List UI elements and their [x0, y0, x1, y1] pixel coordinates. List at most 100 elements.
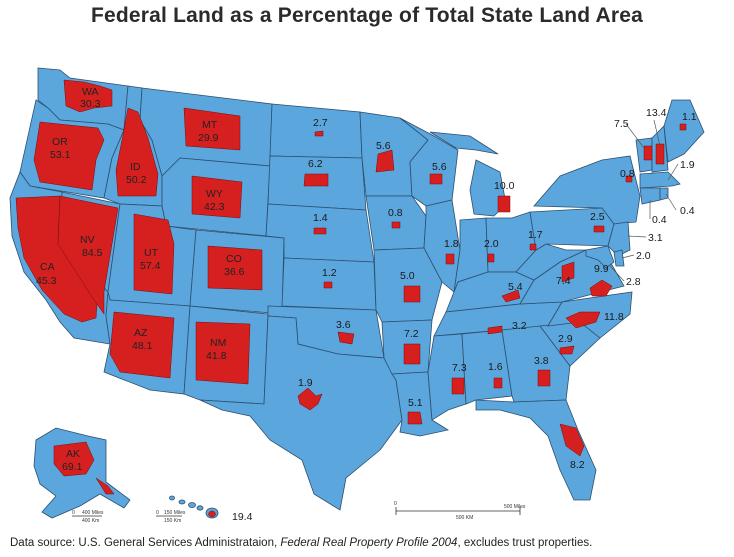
value-wa: 30.3: [80, 98, 101, 110]
fed-nc: [565, 311, 601, 329]
scale-bar-hi: 0 150 Miles 150 Km: [156, 510, 186, 524]
value-md: 2.8: [626, 276, 641, 288]
state-nd[interactable]: [269, 103, 363, 159]
value-co: 36.6: [224, 266, 245, 278]
value-fl: 8.2: [570, 459, 585, 471]
value-nh: 13.4: [646, 107, 667, 119]
value-mo: 5.0: [400, 270, 415, 282]
fed-al: [493, 377, 503, 389]
value-ma: 1.9: [680, 159, 695, 171]
value-label-layer: 2.7 6.2 1.4 1.2 3.6 1.9 5.6 0.8 5.0 7.2 …: [232, 107, 697, 523]
state-de[interactable]: [613, 249, 625, 267]
state-wv[interactable]: [515, 243, 587, 281]
value-in: 2.0: [484, 238, 499, 250]
fed-wv: [561, 261, 575, 283]
state-tx[interactable]: [199, 315, 403, 511]
value-me: 1.1: [682, 111, 697, 123]
fed-ok: [337, 331, 355, 345]
fed-mo: [403, 285, 421, 303]
svg-text:150 Km: 150 Km: [164, 518, 181, 524]
fed-ia: [391, 221, 401, 229]
fed-la: [407, 411, 423, 425]
fed-ms: [451, 377, 465, 395]
abbr-ca: CA: [40, 261, 55, 273]
value-ar: 7.2: [404, 328, 419, 340]
fed-ut: [133, 213, 175, 295]
fed-sc: [559, 345, 575, 355]
fed-il: [445, 253, 455, 265]
state-ri[interactable]: [659, 187, 669, 201]
svg-text:0: 0: [72, 510, 75, 516]
state-mi-up[interactable]: [429, 131, 499, 155]
fed-co: [207, 245, 263, 291]
value-sd: 6.2: [308, 158, 323, 170]
value-oh: 1.7: [528, 229, 543, 241]
value-ms: 7.3: [452, 362, 467, 374]
state-ny[interactable]: [533, 155, 641, 225]
state-nj[interactable]: [607, 221, 631, 257]
fed-nm: [195, 321, 251, 385]
state-mi[interactable]: [469, 159, 507, 217]
abbr-layer: WA OR CA NV ID MT WY UT CO AZ NM AK: [40, 86, 242, 460]
value-id: 50.2: [126, 174, 147, 186]
value-nc: 11.8: [604, 311, 624, 323]
abbr-nm: NM: [210, 337, 226, 349]
source-prefix: Data source: U.S. General Services Admin…: [10, 537, 281, 549]
svg-text:500 KM: 500 KM: [456, 515, 473, 521]
fed-wy: [191, 175, 243, 219]
fed-id: [115, 107, 159, 197]
abbr-mt: MT: [202, 119, 218, 131]
leader-lines: [609, 119, 679, 282]
federal-land-layer: [15, 79, 687, 518]
value-ok: 3.6: [336, 319, 351, 331]
value-nj: 3.1: [648, 232, 663, 244]
value-nd: 2.7: [313, 117, 328, 129]
map-title: Federal Land as a Percentage of Total St…: [90, 4, 644, 27]
value-tx: 1.9: [298, 377, 313, 389]
fed-va: [589, 279, 613, 297]
source-suffix: , excludes trust properties.: [457, 537, 593, 549]
value-or: 53.1: [50, 149, 71, 161]
state-ma[interactable]: [639, 171, 681, 189]
fed-oh: [529, 243, 537, 251]
fed-ar: [403, 343, 421, 365]
state-ms[interactable]: [427, 333, 467, 421]
value-al: 1.6: [488, 361, 503, 373]
data-source-note: Data source: U.S. General Services Admin…: [10, 537, 592, 549]
value-ct: 0.4: [652, 214, 667, 226]
abbr-ak: AK: [66, 448, 80, 460]
fed-mn: [375, 149, 395, 173]
scale-bar-ak: 0 400 Miles 400 Km: [72, 510, 104, 524]
fed-hi: [208, 510, 216, 518]
value-ri: 0.4: [680, 205, 695, 217]
fed-or: [33, 121, 105, 191]
fed-vt: [643, 145, 653, 161]
svg-text:400 Km: 400 Km: [82, 518, 99, 524]
fed-mi: [497, 195, 511, 213]
fed-ga: [537, 369, 551, 387]
value-ak: 69.1: [62, 461, 83, 473]
fed-az: [109, 311, 175, 379]
value-hi: 19.4: [232, 511, 253, 523]
state-md[interactable]: [585, 245, 615, 269]
value-ks: 1.2: [322, 267, 337, 279]
fed-mt: [183, 107, 241, 151]
value-il: 1.8: [444, 238, 459, 250]
state-il[interactable]: [423, 199, 461, 293]
abbr-or: OR: [52, 136, 68, 148]
value-mi: 10.0: [494, 180, 515, 192]
value-wv: 7.4: [556, 275, 571, 287]
svg-text:500 Miles: 500 Miles: [504, 504, 526, 510]
state-fl[interactable]: [475, 399, 597, 501]
fed-ak-tail: [95, 477, 115, 495]
svg-text:0: 0: [156, 510, 159, 516]
fed-tn: [487, 325, 503, 335]
state-me[interactable]: [663, 99, 705, 163]
value-wy: 42.3: [204, 201, 225, 213]
value-mn: 5.6: [376, 140, 391, 152]
abbr-wa: WA: [82, 86, 99, 98]
source-publication: Federal Real Property Profile 2004: [280, 537, 458, 549]
fed-nh: [655, 143, 665, 165]
value-ny: 0.8: [620, 168, 635, 180]
value-ia: 0.8: [388, 207, 403, 219]
